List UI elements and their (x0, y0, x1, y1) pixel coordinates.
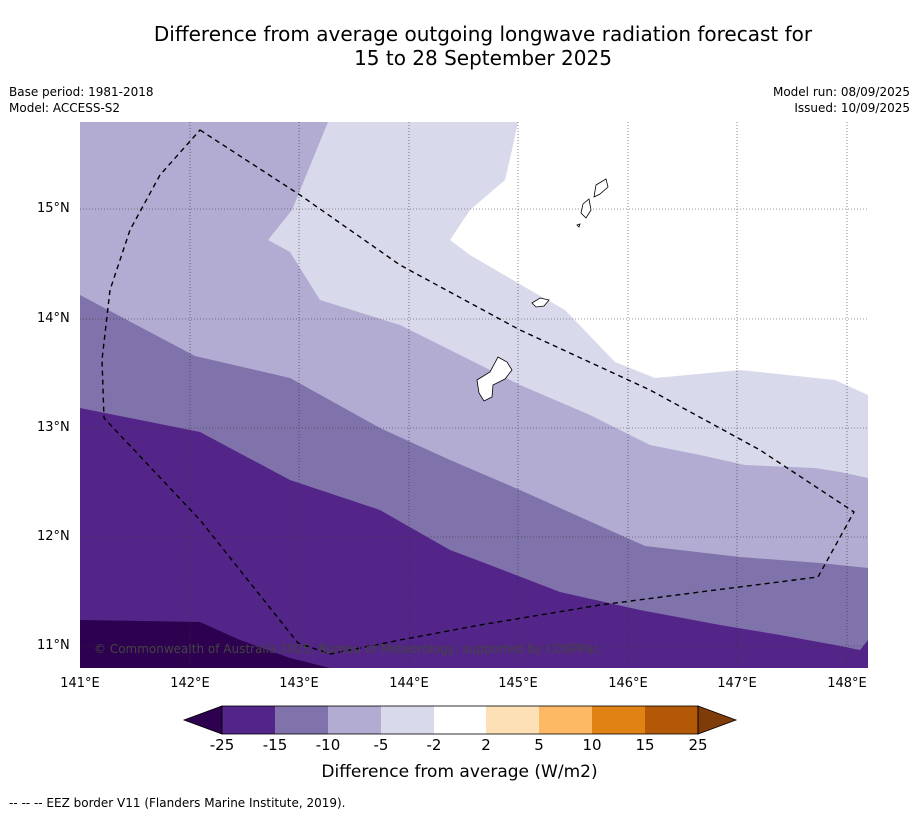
colorbar-swatch (381, 706, 434, 734)
band-m2-p2 (450, 122, 868, 395)
lat-label-13n: 13°N (37, 420, 70, 435)
islands (476, 178, 609, 402)
colorbar-extend-low (182, 705, 223, 735)
colorbar-tick-label: -10 (315, 736, 341, 754)
colorbar-swatch (275, 706, 328, 734)
title-line-1: Difference from average outgoing longwav… (153, 22, 813, 46)
lat-label-15n: 15°N (37, 201, 70, 216)
colorbar-tick-label: -15 (262, 736, 288, 754)
band-lt-m25 (80, 620, 330, 668)
colorbar-tick-label: -5 (373, 736, 389, 754)
colorbar-tick-label: -25 (209, 736, 235, 754)
model-run: Model run: 08/09/2025 (772, 85, 910, 99)
colorbar-frame (221, 705, 699, 735)
lon-label-142e: 142°E (170, 676, 210, 691)
colorbar-tick-label: 5 (534, 736, 544, 754)
colorbar-extend-high (697, 705, 738, 735)
colorbar-tick-label: 2 (481, 736, 491, 754)
copyright-text: © Commonwealth of Australia 2025, Bureau… (94, 642, 599, 656)
meta-right: Model run: 08/09/2025 Issued: 10/09/2025 (773, 84, 910, 116)
map-area: © Commonwealth of Australia 2025, Bureau… (80, 122, 868, 668)
lon-label-141e: 141°E (60, 676, 100, 691)
lat-label-12n: 12°N (37, 529, 70, 544)
tinian-island-shape (580, 198, 592, 219)
lon-label-144e: 144°E (389, 676, 429, 691)
footnote-eez: -- -- -- EEZ border V11 (Flanders Marine… (9, 796, 346, 810)
lon-label-146e: 146°E (608, 676, 648, 691)
chart-title: Difference from average outgoing longwav… (0, 22, 919, 70)
saipan-island-shape (593, 178, 609, 198)
colorbar-tick-label: -2 (426, 736, 442, 754)
aguijan-island-shape (576, 223, 581, 228)
lon-label-143e: 143°E (279, 676, 319, 691)
colorbar-tick-label: 15 (635, 736, 655, 754)
rota-island-shape (531, 297, 550, 308)
lon-label-148e: 148°E (827, 676, 867, 691)
colorbar-title: Difference from average (W/m2) (321, 762, 598, 782)
base-period: Base period: 1981-2018 (9, 85, 154, 99)
colorbar (182, 705, 738, 735)
eez-border (101, 129, 855, 655)
guam-island-shape (476, 356, 513, 402)
lon-label-147e: 147°E (717, 676, 757, 691)
meta-left: Base period: 1981-2018 Model: ACCESS-S2 (9, 84, 154, 116)
colorbar-swatch (434, 706, 486, 734)
colorbar-tick-label: 25 (688, 736, 708, 754)
model-name: Model: ACCESS-S2 (9, 101, 121, 115)
colorbar-swatch (592, 706, 645, 734)
colorbar-swatch (645, 706, 698, 734)
colorbar-tick-label: 10 (582, 736, 602, 754)
colorbar-swatch (486, 706, 539, 734)
title-line-2: 15 to 28 September 2025 (354, 46, 612, 70)
issued-date: Issued: 10/09/2025 (794, 101, 910, 115)
lon-label-145e: 145°E (498, 676, 538, 691)
lat-label-11n: 11°N (37, 638, 70, 653)
colorbar-swatch (222, 706, 275, 734)
colorbar-swatch (539, 706, 592, 734)
grid-lines (80, 122, 868, 668)
lat-label-14n: 14°N (37, 311, 70, 326)
colorbar-swatch (328, 706, 381, 734)
